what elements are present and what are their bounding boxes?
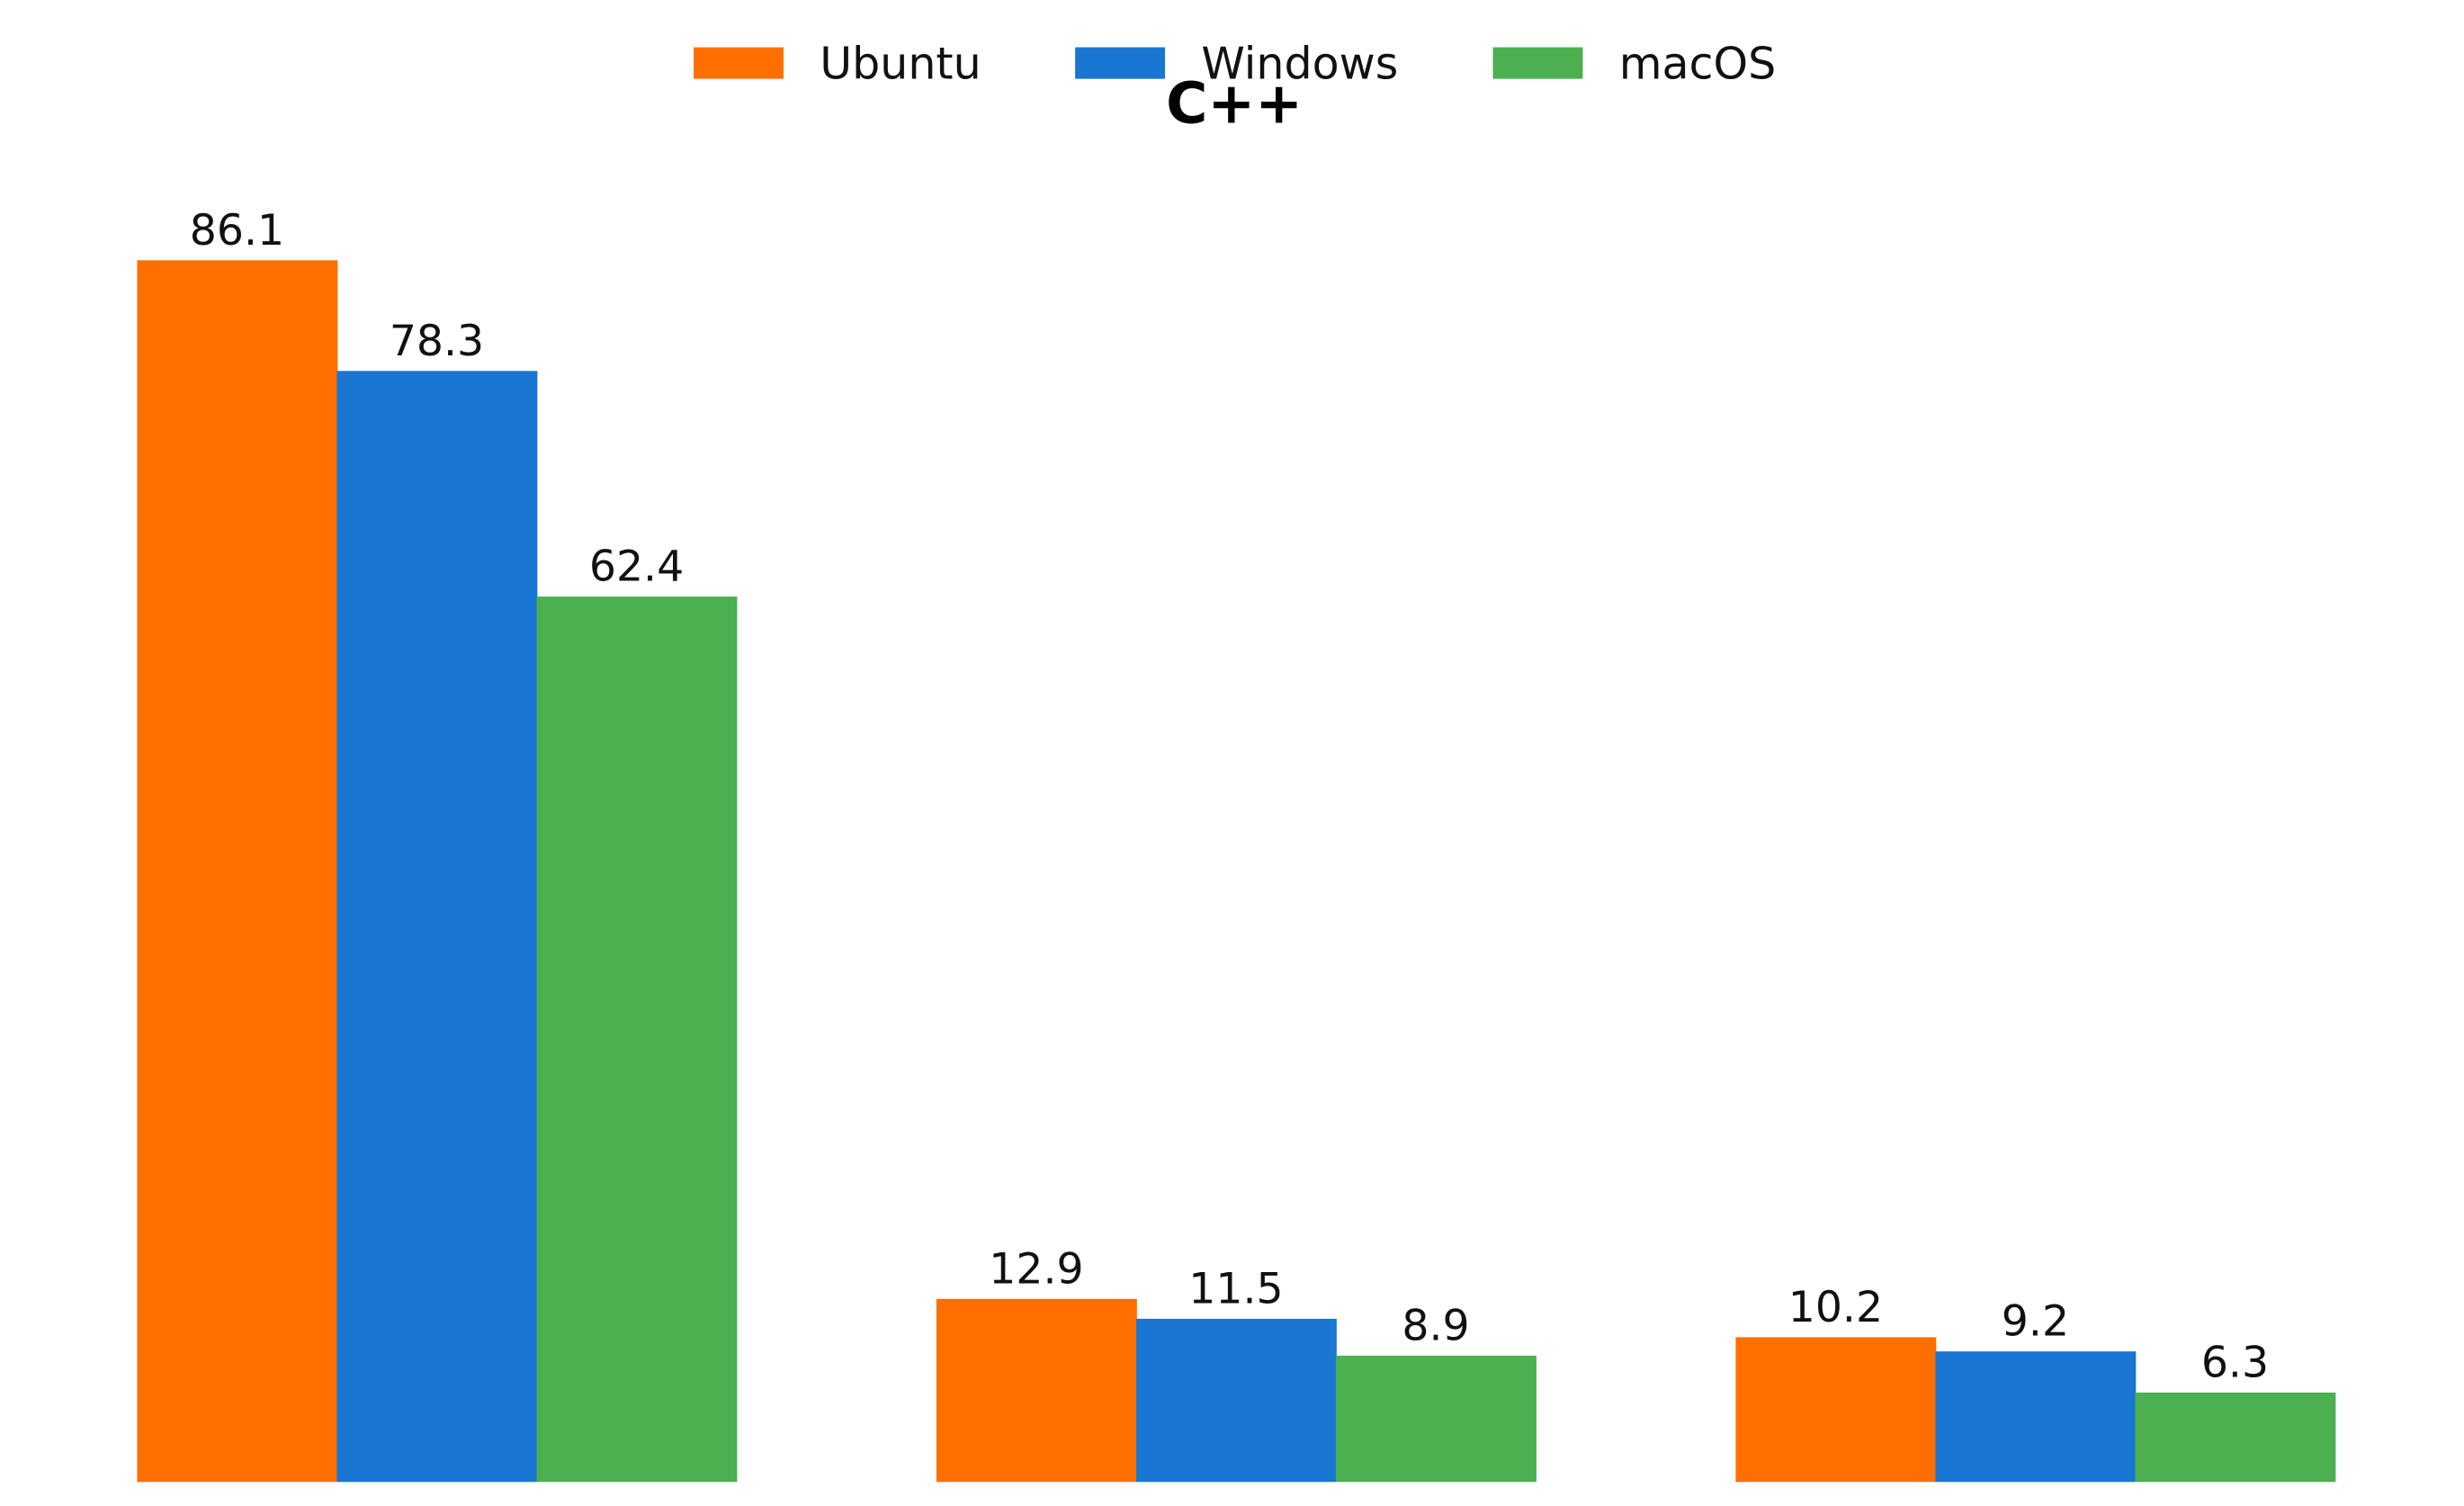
bar-1-0	[336, 371, 538, 1483]
legend-swatch-1	[1075, 47, 1166, 79]
legend-swatch-2	[1492, 47, 1583, 79]
bar-label-1-0: 78.3	[390, 317, 484, 366]
bar-0-0	[137, 260, 338, 1483]
bar-1-1	[1135, 1318, 1337, 1483]
bar-2-2	[2135, 1392, 2336, 1483]
bar-label-2-1: 8.9	[1402, 1301, 1469, 1350]
bar-label-1-1: 11.5	[1188, 1264, 1283, 1313]
bar-label-2-0: 62.4	[589, 542, 684, 592]
bar-labels: 86.1 12.9 10.2 78.3 11.5 9.2 62.4 8.9 6.3	[190, 206, 2269, 1388]
chart-title: C++	[1166, 70, 1303, 137]
bar-0-2	[1735, 1337, 1937, 1483]
bar-2-0	[536, 596, 738, 1483]
bar-label-0-1: 12.9	[989, 1244, 1083, 1294]
legend: Ubuntu Windows macOS	[694, 38, 1776, 90]
bar-label-1-2: 9.2	[2002, 1297, 2069, 1347]
legend-swatch-0	[694, 47, 784, 79]
bar-1-2	[1935, 1351, 2137, 1483]
legend-label-1: Windows	[1201, 38, 1398, 90]
legend-label-0: Ubuntu	[820, 38, 981, 90]
bar-label-0-2: 10.2	[1788, 1283, 1883, 1332]
bar-label-2-2: 6.3	[2201, 1338, 2269, 1387]
legend-label-2: macOS	[1619, 38, 1777, 90]
bars	[137, 260, 2336, 1483]
bar-0-1	[936, 1298, 1137, 1483]
bar-2-1	[1335, 1355, 1537, 1483]
bar-label-0-0: 86.1	[190, 206, 284, 255]
